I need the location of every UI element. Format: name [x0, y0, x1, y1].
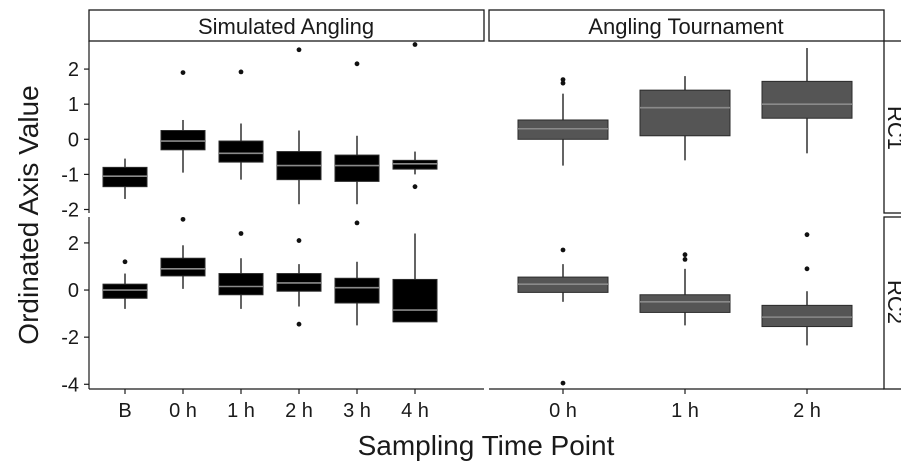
- outlier-simulated-angling-rc2-1-h-0: [238, 231, 244, 236]
- y-tick-label-rc2-4: -4: [61, 374, 79, 396]
- x-tick-label-simulated-angling-3-h: 3 h: [343, 400, 371, 422]
- box-angling-tournament-rc2-2-h: [761, 304, 853, 328]
- outlier-simulated-angling-rc1-2-h-0: [296, 47, 302, 53]
- outlier-angling-tournament-rc2-0-h-1: [560, 380, 566, 386]
- box-simulated-angling-rc2-0-h: [160, 257, 206, 277]
- box-angling-tournament-rc1-1-h: [639, 89, 731, 137]
- outlier-simulated-angling-rc2-3-h-0: [354, 220, 360, 226]
- box-simulated-angling-rc2-1-h: [218, 273, 264, 296]
- x-tick-label-simulated-angling-1-h: 1 h: [227, 400, 255, 422]
- x-tick-label-angling-tournament-2-h: 2 h: [793, 400, 821, 422]
- strip-simulated-angling: [88, 9, 485, 42]
- box-angling-tournament-rc1-0-h: [517, 119, 609, 140]
- y-tick-label-rc1-0: 0: [68, 129, 79, 151]
- y-tick-label-rc1-2: -2: [61, 199, 79, 221]
- strip-label-rc1: RC1: [883, 106, 901, 150]
- x-tick-label-simulated-angling-b: B: [118, 400, 131, 422]
- outlier-angling-tournament-rc2-1-h-1: [682, 252, 688, 258]
- box-simulated-angling-rc2-b: [102, 283, 148, 299]
- box-simulated-angling-rc1-4-h: [392, 159, 438, 170]
- outlier-angling-tournament-rc2-2-h-1: [804, 232, 810, 238]
- outlier-angling-tournament-rc1-0-h-1: [560, 77, 566, 83]
- x-tick-label-simulated-angling-4-h: 4 h: [401, 400, 429, 422]
- outlier-simulated-angling-rc1-1-h-0: [238, 69, 244, 75]
- outlier-simulated-angling-rc2-0-h-0: [180, 216, 186, 222]
- y-tick-label-rc1-1: 1: [68, 94, 79, 116]
- y-tick-label-rc1-1: -1: [61, 164, 79, 186]
- outlier-simulated-angling-rc1-0-h-0: [180, 70, 186, 75]
- chart-marks: -2 -1 0 1 2 -4 -2 0 2 B 0 h 1 h 2 h 3 h 4 h 0 h 1 h 2 h: [61, 42, 853, 422]
- box-angling-tournament-rc2-1-h: [639, 294, 731, 313]
- y-tick-label-rc2-2: -2: [61, 327, 79, 349]
- x-tick-label-simulated-angling-0-h: 0 h: [169, 400, 197, 422]
- x-tick-label-angling-tournament-0-h: 0 h: [549, 400, 577, 422]
- outlier-simulated-angling-rc2-2-h-1: [296, 238, 302, 243]
- y-tick-label-rc2-0: 0: [68, 280, 79, 302]
- y-axis-title: Ordinated Axis Value: [13, 85, 44, 344]
- strip-label-rc2: RC2: [883, 280, 901, 324]
- outlier-simulated-angling-rc2-b-0: [122, 259, 128, 265]
- strip-rc2: [883, 216, 901, 390]
- outlier-angling-tournament-rc2-0-h-0: [560, 247, 566, 253]
- x-axis-title: Sampling Time Point: [358, 430, 615, 461]
- strip-rc1: [883, 40, 901, 214]
- strip-angling-tournament: [488, 9, 885, 42]
- box-simulated-angling-rc1-3-h: [334, 154, 380, 182]
- box-angling-tournament-rc1-2-h: [761, 80, 853, 119]
- box-simulated-angling-rc1-0-h: [160, 130, 206, 151]
- box-simulated-angling-rc1-1-h: [218, 140, 264, 163]
- y-tick-label-rc1-2: 2: [68, 59, 79, 81]
- strip-label-simulated-angling: Simulated Angling: [198, 14, 374, 39]
- strip-label-angling-tournament: Angling Tournament: [588, 14, 783, 39]
- box-simulated-angling-rc1-b: [102, 166, 148, 188]
- x-tick-label-angling-tournament-1-h: 1 h: [671, 400, 699, 422]
- box-simulated-angling-rc2-4-h: [392, 278, 438, 323]
- outlier-simulated-angling-rc1-4-h-1: [412, 42, 418, 47]
- outlier-angling-tournament-rc2-1-h-0: [682, 257, 688, 262]
- y-tick-label-rc2-2: 2: [68, 233, 79, 255]
- outlier-simulated-angling-rc2-2-h-0: [296, 321, 302, 327]
- outlier-simulated-angling-rc1-3-h-0: [354, 61, 360, 67]
- x-tick-label-simulated-angling-2-h: 2 h: [285, 400, 313, 422]
- outlier-angling-tournament-rc2-2-h-0: [804, 266, 810, 272]
- outlier-angling-tournament-rc1-0-h-0: [560, 80, 566, 86]
- outlier-simulated-angling-rc1-4-h-0: [412, 184, 418, 190]
- box-simulated-angling-rc2-3-h: [334, 277, 380, 304]
